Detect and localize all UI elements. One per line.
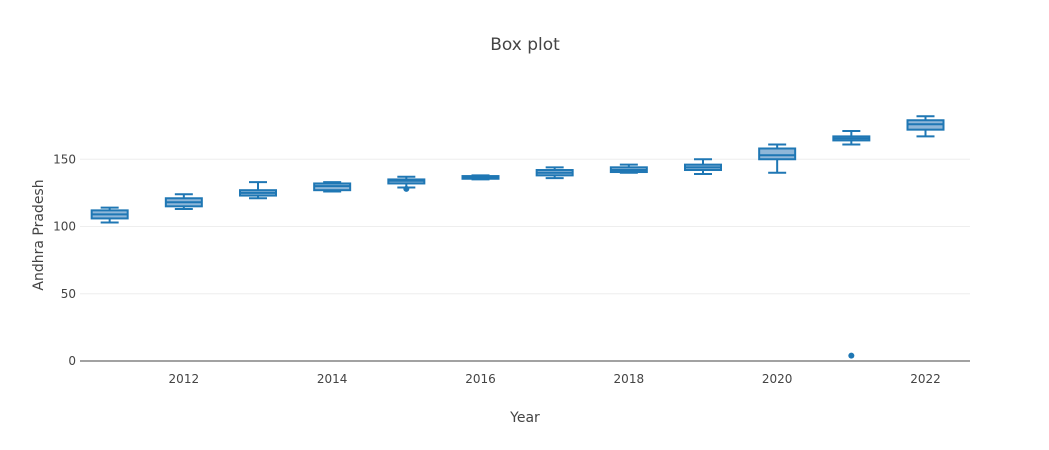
box-2013 [239, 181, 277, 200]
box-2020 [758, 143, 797, 174]
y-tick-label: 50 [61, 287, 76, 301]
box-2011 [90, 206, 129, 224]
box-2022 [906, 115, 945, 138]
y-tick-label: 0 [68, 354, 76, 368]
x-tick-label: 2018 [614, 372, 645, 386]
x-tick-label: 2020 [762, 372, 793, 386]
gridlines [80, 158, 970, 362]
x-tick-label: 2014 [317, 372, 348, 386]
x-axis-ticks: 2012 2014 2016 2018 2020 2022 [169, 372, 941, 386]
x-tick-label: 2016 [465, 372, 496, 386]
boxes [90, 115, 945, 359]
y-axis-ticks: 0 50 100 150 [53, 152, 76, 368]
x-tick-label: 2012 [169, 372, 200, 386]
box-2017 [535, 166, 574, 180]
y-tick-label: 150 [53, 152, 76, 166]
box-2021 [832, 130, 871, 359]
box-2018 [609, 163, 648, 174]
outlier-point [848, 352, 855, 359]
box-2015 [387, 175, 426, 192]
box-2016 [461, 174, 500, 181]
outlier-point [403, 185, 410, 192]
y-tick-label: 100 [53, 220, 76, 234]
box-2014 [313, 181, 352, 193]
box-iqr [758, 147, 797, 161]
box-2012 [164, 193, 203, 211]
chart-title: Box plot [490, 35, 560, 55]
x-axis-title: Year [509, 410, 540, 426]
x-tick-label: 2022 [910, 372, 941, 386]
y-axis-title: Andhra Pradesh [31, 179, 47, 290]
box-2019 [684, 158, 722, 176]
